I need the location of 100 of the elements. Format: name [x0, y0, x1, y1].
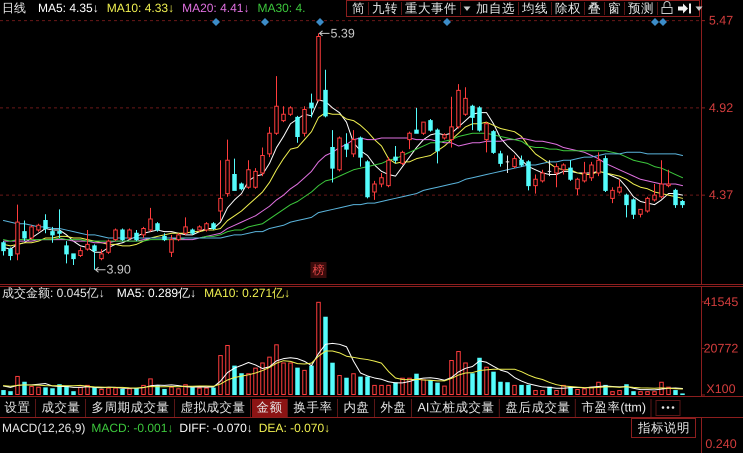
chart-title: 成交金额: 0.045亿↓	[2, 286, 105, 300]
candlestick	[645, 196, 650, 214]
candlestick	[680, 199, 685, 208]
y-tick-label: 4.92	[708, 100, 734, 115]
candlestick	[197, 224, 202, 232]
candlestick	[253, 168, 258, 190]
candlestick	[337, 136, 342, 172]
candlestick	[281, 106, 286, 123]
candlestick	[386, 156, 391, 188]
candlestick	[561, 162, 566, 176]
candlestick	[232, 158, 237, 191]
annotation: 窗	[608, 0, 621, 16]
text: 设置	[4, 400, 30, 414]
candlestick	[99, 248, 104, 261]
candlestick	[92, 244, 97, 270]
text: 0.240	[705, 437, 737, 451]
candlestick	[246, 160, 251, 190]
candlestick	[652, 184, 657, 202]
text: 指标说明	[637, 421, 690, 435]
candlestick	[309, 93, 314, 118]
annotation: 均线	[521, 2, 548, 16]
candlestick	[379, 172, 384, 188]
candlestick	[295, 115, 300, 144]
candlestick	[78, 247, 83, 258]
chart-title: 日线	[2, 1, 26, 15]
candlestick	[1, 240, 6, 256]
candlestick	[64, 240, 69, 264]
candlestick	[120, 228, 125, 242]
text: MA5: 0.289亿↓	[116, 286, 196, 300]
candlestick	[365, 160, 370, 199]
candlestick	[351, 130, 356, 158]
text: 换手率	[294, 400, 332, 414]
line-series	[3, 152, 683, 238]
candlestick	[267, 126, 272, 158]
candlestick	[414, 107, 419, 134]
annotation: 简	[352, 2, 365, 16]
candlestick	[505, 154, 510, 174]
legend-label: DEA: -0.070↓	[258, 421, 330, 435]
candlestick	[603, 154, 608, 192]
candlestick	[36, 223, 41, 232]
candlestick	[225, 139, 230, 198]
candlestick	[43, 214, 48, 234]
candlestick	[218, 160, 223, 222]
candlestick	[449, 96, 454, 148]
text: 成交量	[42, 400, 80, 414]
candlestick	[519, 154, 524, 168]
text: MA20: 4.41↓	[182, 1, 250, 15]
candlestick	[540, 169, 545, 183]
y-tick-label: 20772	[704, 341, 738, 356]
text: MA5: 4.35↓	[38, 1, 99, 15]
candlestick	[15, 204, 20, 261]
candlestick	[477, 106, 482, 132]
candlestick	[358, 136, 363, 168]
candlestick	[512, 154, 517, 169]
candlestick	[316, 32, 321, 102]
candlestick	[141, 226, 146, 238]
text: 3.90	[106, 262, 131, 277]
candlestick	[631, 198, 636, 220]
text: 市盈率(ttm)	[581, 400, 646, 414]
candlestick	[610, 186, 615, 204]
legend-label: DIFF: -0.070↓	[179, 421, 253, 435]
candlestick	[484, 122, 489, 153]
candlestick	[113, 228, 118, 242]
candlestick	[393, 145, 398, 164]
candlestick	[526, 160, 531, 191]
candlestick	[106, 239, 111, 254]
y-tick-label: 4.37	[708, 188, 734, 202]
y-tick-label: 41545	[704, 294, 738, 309]
candlestick	[190, 228, 195, 236]
candlestick	[470, 104, 475, 131]
candlestick	[673, 188, 678, 208]
annotation: 除权	[555, 2, 581, 16]
candlestick	[176, 232, 181, 242]
candlestick	[134, 230, 139, 242]
text: MACD(12,26,9)	[2, 421, 86, 435]
candlestick	[260, 147, 265, 177]
candlestick	[575, 177, 580, 196]
candlestick	[638, 208, 643, 218]
text: 5.39	[330, 26, 355, 40]
legend-label: MACD: -0.001↓	[91, 421, 174, 435]
candlestick	[659, 160, 664, 199]
text: MA10: 4.33↓	[106, 1, 174, 15]
candlestick	[183, 216, 188, 236]
y-tick-label: X100	[706, 382, 736, 396]
candlestick	[162, 232, 167, 242]
candlestick	[344, 132, 349, 158]
candlestick	[330, 130, 335, 183]
candlestick	[323, 69, 328, 118]
text: MA30: 4.	[257, 1, 306, 15]
text: 外盘	[380, 400, 406, 414]
annotation: 榜	[312, 263, 324, 277]
candlestick	[239, 182, 244, 191]
text: 多周期成交量	[92, 400, 170, 414]
candlestick	[666, 169, 671, 188]
candlestick	[624, 193, 629, 218]
candlestick	[533, 174, 538, 194]
text: 内盘	[344, 400, 370, 414]
candlestick	[8, 247, 13, 261]
text: MA10: 0.271亿↓	[204, 286, 290, 300]
candlestick	[596, 152, 601, 177]
